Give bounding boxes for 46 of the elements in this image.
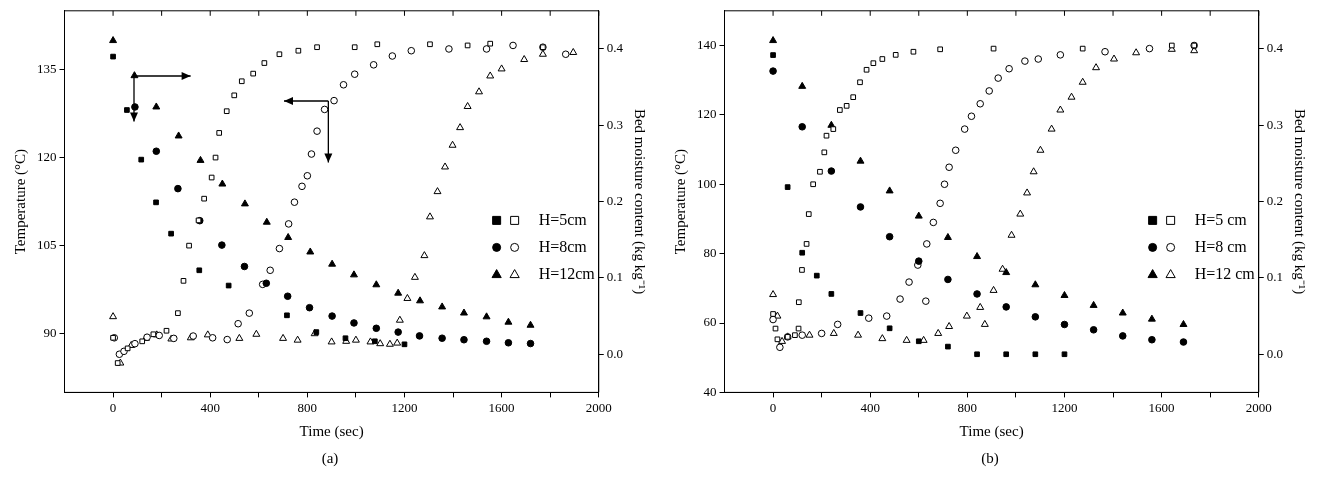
y2-tick-label: 0.3 (1266, 116, 1283, 132)
legend-label: H=8 cm (1194, 237, 1248, 255)
x-tick-label: 400 (200, 399, 220, 415)
y-axis-title: Temperature (°C) (11, 148, 29, 255)
y2-axis-title: Bed moisture content (kg kg⁻¹) (1291, 108, 1309, 295)
x-tick-label: 2000 (585, 399, 612, 415)
x-axis-title: Time (sec) (299, 422, 364, 440)
x-tick-label: 0 (769, 399, 777, 415)
y2-tick-label: 0.3 (606, 116, 623, 132)
text: (b) (980, 450, 1000, 467)
x-tick-label: 400 (860, 399, 880, 415)
y-tick-label: 40 (703, 383, 717, 399)
legend-label: H=8cm (538, 237, 588, 255)
text: (a) (320, 450, 340, 467)
legend-label: H=12cm (538, 264, 596, 282)
x-tick-label: 800 (297, 399, 318, 415)
y2-tick-label: 0.1 (1266, 269, 1283, 285)
x-tick-label: 0 (109, 399, 117, 415)
y-tick-label: 140 (697, 36, 717, 52)
y2-axis-title: Bed moisture content (kg kg⁻¹) (631, 108, 649, 295)
x-tick-label: 1600 (488, 399, 515, 415)
y-tick-label: 100 (697, 175, 717, 191)
y2-tick-label: 0.0 (1266, 345, 1283, 361)
y2-tick-label: 0.4 (606, 40, 624, 56)
y-axis-title: Temperature (°C) (671, 148, 689, 255)
y-tick-label: 120 (37, 148, 57, 164)
y2-tick-label: 0.0 (606, 345, 623, 361)
legend-label: H=12 cm (1194, 264, 1256, 282)
legend-label: H=5 cm (1194, 210, 1248, 228)
x-tick-label: 1200 (1051, 399, 1078, 415)
y-tick-label: 120 (697, 106, 717, 122)
x-tick-label: 1600 (1148, 399, 1175, 415)
x-tick-label: 1200 (391, 399, 418, 415)
x-tick-label: 800 (957, 399, 978, 415)
y2-tick-label: 0.2 (606, 193, 623, 209)
y-tick-label: 135 (37, 60, 57, 76)
y-tick-label: 105 (37, 237, 57, 253)
y2-tick-label: 0.4 (1266, 40, 1284, 56)
legend-label: H=5cm (538, 210, 588, 228)
x-axis-title: Time (sec) (959, 422, 1024, 440)
y2-tick-label: 0.1 (606, 269, 623, 285)
y-tick-label: 60 (703, 314, 717, 330)
y-tick-label: 80 (703, 245, 717, 261)
y2-tick-label: 0.2 (1266, 193, 1283, 209)
y-tick-label: 90 (43, 325, 57, 341)
x-tick-label: 2000 (1245, 399, 1272, 415)
